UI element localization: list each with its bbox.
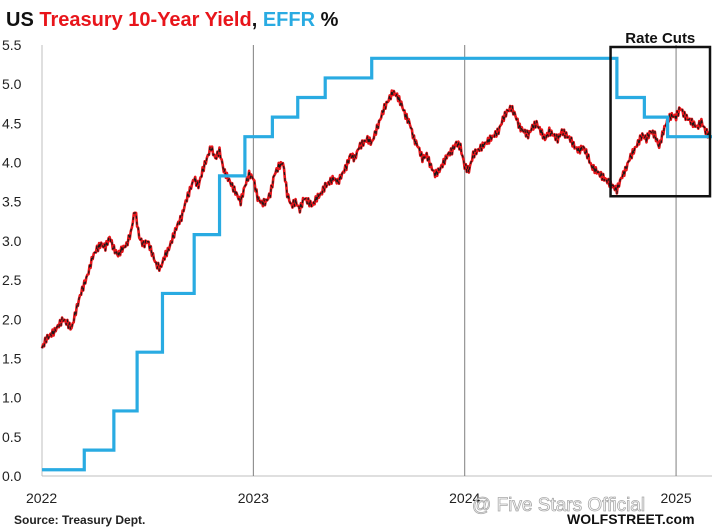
series-group [40, 56, 712, 472]
y-tick-label: 3.5 [2, 194, 22, 210]
series-line-treasury-10y-dash [41, 89, 711, 349]
rate-cuts-box [609, 45, 712, 198]
y-tick-label: 0.0 [2, 468, 22, 484]
chart-title: US Treasury 10-Year Yield, EFFR % [6, 9, 339, 31]
y-tick-label: 5.5 [2, 37, 22, 53]
x-tick-label: 2022 [26, 490, 57, 506]
title-part-2: , [252, 9, 263, 31]
y-axis-ticks: 0.0 0.5 1.0 1.5 2.0 2.5 3.0 3.5 4.0 4.5 5.0 5.5 [2, 37, 22, 484]
y-tick-label: 4.5 [2, 115, 22, 131]
x-tick-label: 2023 [238, 490, 269, 506]
annotation-group: Rate Cuts [609, 30, 712, 198]
title-part-4: % [315, 9, 339, 31]
title-part-0: US [6, 9, 39, 31]
title-part-1: Treasury 10-Year Yield [39, 9, 251, 31]
watermark: @ Five Stars Official [472, 495, 645, 516]
x-tick-label: 2025 [660, 490, 691, 506]
x-tick-label: 2024 [449, 490, 480, 506]
x-axis-ticks: 2022 2023 2024 2025 [26, 490, 692, 506]
y-tick-label: 3.0 [2, 233, 22, 249]
y-tick-label: 0.5 [2, 429, 22, 445]
title-part-3: EFFR [263, 9, 316, 31]
rate-cuts-label: Rate Cuts [625, 30, 695, 47]
source-label: Source: Treasury Dept. [14, 513, 145, 527]
y-tick-label: 2.5 [2, 272, 22, 288]
y-tick-label: 5.0 [2, 76, 22, 92]
brand-label: WOLFSTREET.com [567, 511, 695, 527]
y-tick-label: 1.0 [2, 390, 22, 406]
series-line-effr [42, 56, 712, 472]
y-tick-label: 2.0 [2, 311, 22, 327]
y-tick-label: 1.5 [2, 350, 22, 366]
y-tick-label: 4.0 [2, 155, 22, 171]
